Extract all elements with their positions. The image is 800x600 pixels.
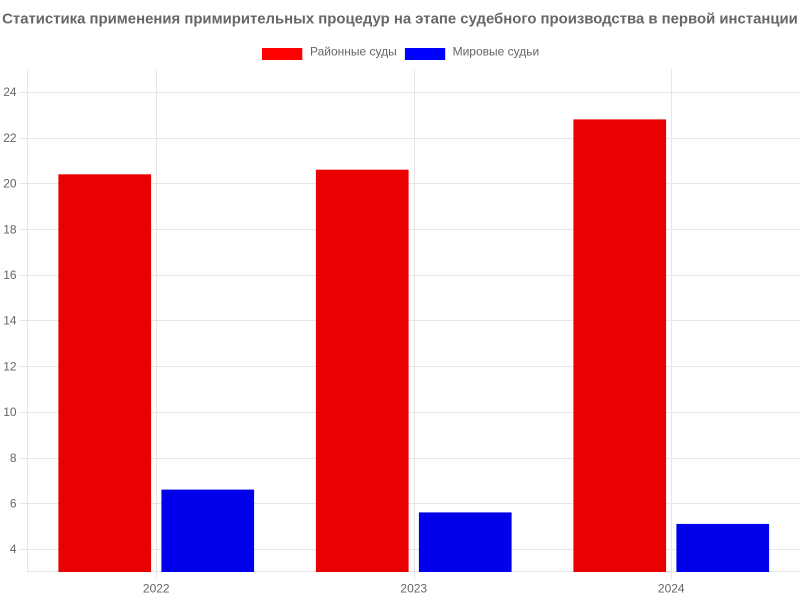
svg-text:Статистика применения примирит: Статистика применения примирительных про…: [2, 11, 798, 27]
svg-text:2022: 2022: [143, 582, 170, 596]
svg-text:24: 24: [3, 85, 17, 99]
svg-text:8: 8: [10, 451, 17, 465]
svg-text:18: 18: [3, 222, 17, 236]
svg-text:10: 10: [3, 405, 17, 419]
svg-text:20: 20: [3, 177, 17, 191]
svg-text:2024: 2024: [658, 582, 685, 596]
svg-text:Мировые судьи: Мировые судьи: [453, 44, 540, 58]
svg-text:16: 16: [3, 268, 17, 282]
svg-text:14: 14: [3, 314, 17, 328]
svg-text:12: 12: [3, 359, 17, 373]
svg-text:2023: 2023: [400, 582, 427, 596]
svg-text:4: 4: [10, 542, 17, 556]
svg-text:6: 6: [10, 497, 17, 511]
svg-text:Районные суды: Районные суды: [310, 44, 397, 58]
svg-text:22: 22: [3, 131, 17, 145]
